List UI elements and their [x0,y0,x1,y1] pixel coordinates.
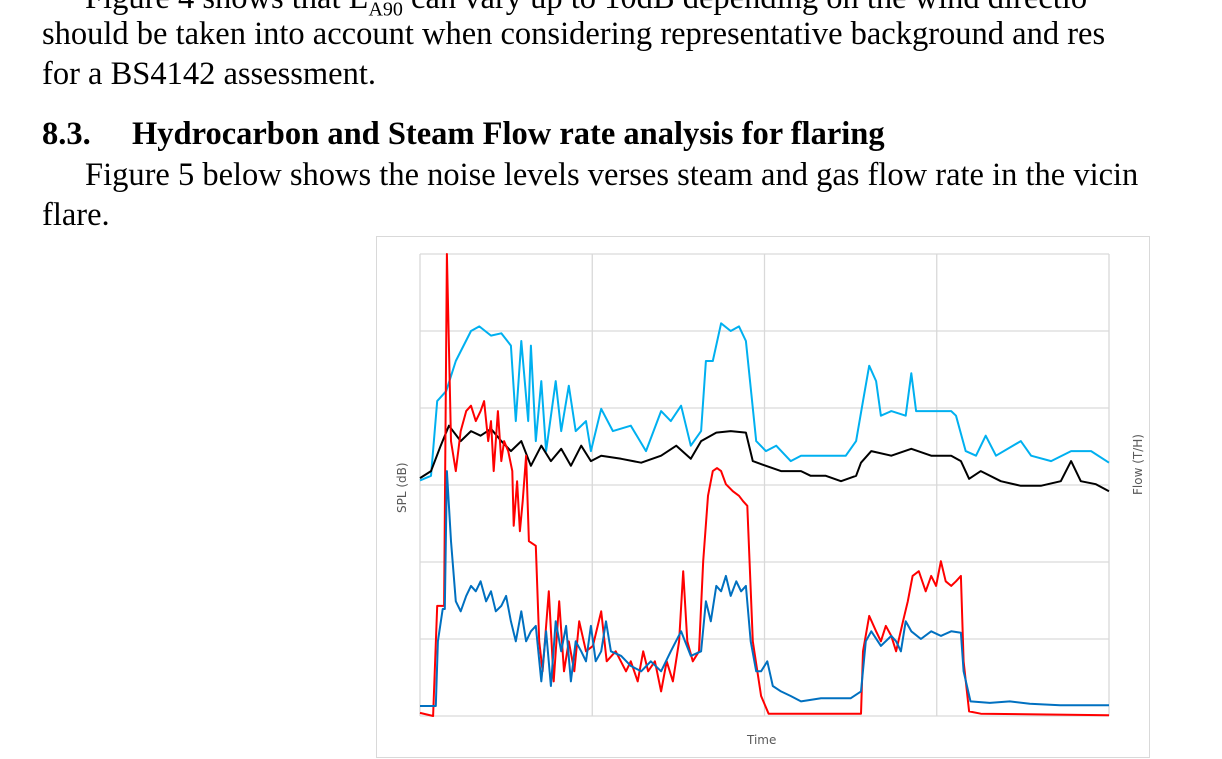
paragraph-line: flare. [42,197,110,233]
paragraph-line: for a BS4142 assessment. [42,56,376,92]
figure-5-chart: SPL (dB) Flow (T/H) Time [376,236,1150,758]
text: can vary up to 10dB depending on the win… [403,0,1087,16]
section-title: Hydrocarbon and Steam Flow rate analysis… [132,116,885,152]
y2-axis-label: Flow (T/H) [1131,434,1145,495]
paragraph-line: should be taken into account when consid… [42,16,1106,52]
section-heading: 8.3. Hydrocarbon and Steam Flow rate anal… [42,114,885,154]
y-axis-label: SPL (dB) [395,462,409,513]
text: Figure 4 shows that L [85,0,368,16]
subscript: A90 [368,0,403,21]
paragraph-line: Figure 4 shows that LA90 can vary up to … [42,0,1087,30]
series-line-flow-red [419,253,1110,717]
chart-plot [419,253,1110,717]
section-number: 8.3. [42,116,91,152]
series-line-spl-light-blue [419,322,1110,482]
paragraph-line: Figure 5 below shows the noise levels ve… [85,157,1139,193]
x-axis-label: Time [747,733,777,747]
series-line-flow-dark-blue [420,470,1109,707]
